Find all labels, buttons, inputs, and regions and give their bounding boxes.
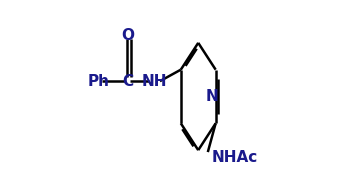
Text: Ph: Ph xyxy=(87,74,109,89)
Text: NH: NH xyxy=(141,74,167,89)
Text: O: O xyxy=(121,28,134,43)
Text: NHAc: NHAc xyxy=(212,150,258,165)
Text: N: N xyxy=(205,89,218,104)
Text: C: C xyxy=(122,74,133,89)
